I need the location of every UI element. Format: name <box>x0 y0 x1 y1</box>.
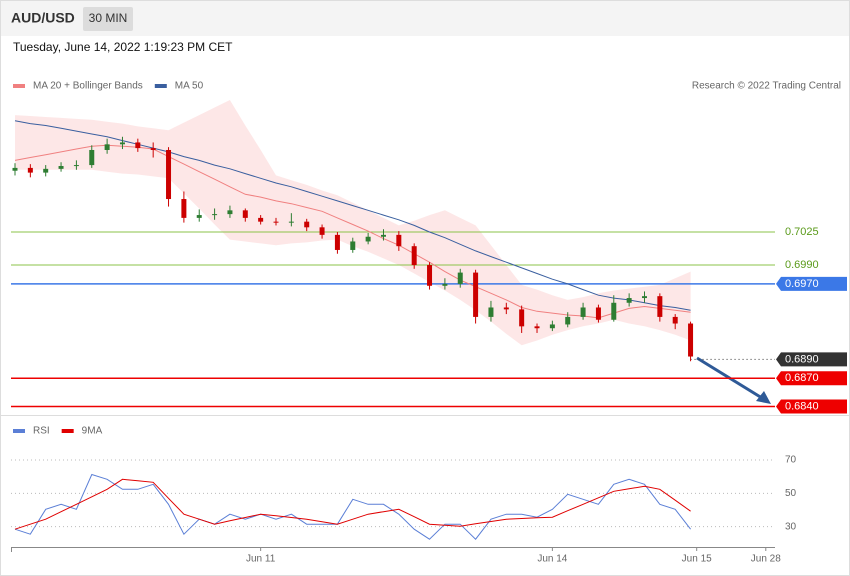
legend-label: 9MA <box>82 426 103 437</box>
candle-body <box>672 316 678 324</box>
candle-body <box>135 142 141 149</box>
candle-body <box>288 221 294 223</box>
candle-body <box>641 296 647 299</box>
candle-body <box>89 149 95 166</box>
candle-body <box>488 307 494 317</box>
candle-body <box>549 324 555 329</box>
legend-label: MA 20 + Bollinger Bands <box>33 81 143 92</box>
symbol: AUD/USD <box>11 10 75 26</box>
candle-body <box>258 217 264 222</box>
candle-body <box>626 298 632 303</box>
candle-body <box>212 214 218 216</box>
interval-button[interactable] <box>83 7 133 31</box>
legend-swatch <box>61 429 74 433</box>
level-label: 0.6870 <box>785 372 819 384</box>
candle-body <box>519 309 525 327</box>
candle-body <box>119 142 125 145</box>
candle-body <box>380 234 386 237</box>
candle-body <box>43 168 49 173</box>
candle-body <box>58 166 64 169</box>
candle-body <box>304 221 310 228</box>
level-label: 0.6890 <box>785 353 819 365</box>
candle-body <box>365 236 371 242</box>
candle-body <box>411 246 417 266</box>
ma-line <box>14 144 691 319</box>
candle-body <box>534 326 540 329</box>
timestamp: Tuesday, June 14, 2022 1:19:23 PM CET <box>13 40 233 54</box>
header-bar <box>1 1 849 36</box>
legend-swatch <box>154 84 167 88</box>
candle-body <box>657 296 663 317</box>
x-tick-label: Jun 15 <box>682 554 712 565</box>
level-label-box <box>776 352 847 367</box>
candle-body <box>319 227 325 235</box>
x-tick-label: Jun 14 <box>537 554 567 565</box>
level-label: 0.7025 <box>785 226 819 238</box>
level-label-box <box>776 276 847 291</box>
candle-body <box>27 167 33 173</box>
candle-body <box>473 272 479 317</box>
level-label: 0.6990 <box>785 259 819 271</box>
candle-body <box>273 221 279 223</box>
level-label: 0.6840 <box>785 400 819 412</box>
y-tick-label: 30 <box>785 521 797 532</box>
series-line <box>14 473 691 540</box>
candle-body <box>396 234 402 247</box>
legend-label: RSI <box>33 426 50 437</box>
candle-body <box>565 316 571 325</box>
legend-label: MA 50 <box>175 81 204 92</box>
candle-body <box>442 283 448 286</box>
level-label-box <box>776 371 847 386</box>
candle-body <box>457 272 463 284</box>
candle-body <box>227 210 233 215</box>
level-label-box <box>776 399 847 414</box>
ma-line <box>14 120 691 311</box>
candle-body <box>350 241 356 250</box>
series-line <box>14 478 691 530</box>
y-tick-label: 70 <box>785 455 797 466</box>
bollinger-band <box>15 100 691 346</box>
credit: Research © 2022 Trading Central <box>692 81 841 92</box>
candle-body <box>580 307 586 317</box>
candle-body <box>611 302 617 320</box>
legend-swatch <box>13 84 25 88</box>
interval[interactable]: 30 MIN <box>89 11 128 25</box>
candle-body <box>196 215 202 218</box>
y-tick-label: 50 <box>785 488 797 499</box>
x-tick-label: Jun 11 <box>246 554 276 565</box>
candle-body <box>12 167 18 171</box>
candle-body <box>181 199 187 218</box>
forecast-arrowhead <box>756 391 771 404</box>
legend-swatch <box>13 429 25 433</box>
candle-body <box>503 307 509 310</box>
level-label: 0.6970 <box>785 278 819 290</box>
candle-body <box>166 149 172 200</box>
candle-body <box>334 234 340 250</box>
candle-body <box>150 148 156 150</box>
candle-body <box>242 210 248 218</box>
candle-body <box>73 165 79 167</box>
candle-body <box>104 144 110 150</box>
candle-body <box>688 323 694 357</box>
candle-body <box>595 307 601 320</box>
x-tick-label: Jun 28 <box>751 554 781 565</box>
candle-body <box>427 265 433 286</box>
